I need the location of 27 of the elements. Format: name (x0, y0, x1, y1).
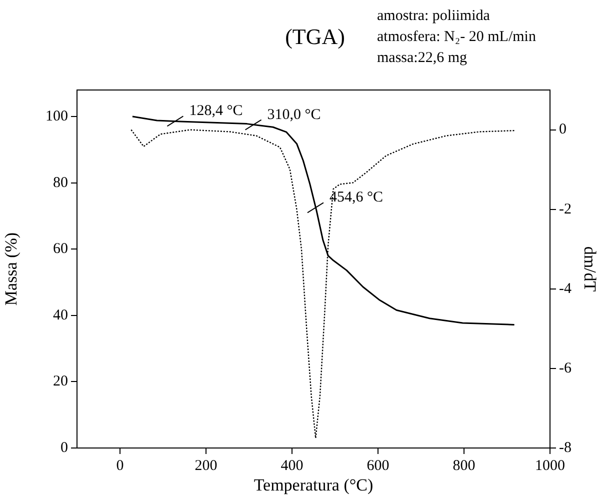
y2-tick-label: -8 (559, 440, 572, 456)
annotation: 454,6 °C (329, 190, 383, 206)
x-tick-label: 1000 (535, 458, 565, 474)
y-tick-label: 80 (53, 174, 68, 191)
x-tick-label: 200 (194, 458, 218, 474)
y-axis-title: Massa (%) (2, 232, 21, 306)
y-tick-label: 100 (46, 108, 68, 124)
x-tick-label: 800 (452, 458, 476, 474)
y-tick-label: 40 (53, 307, 68, 324)
text: massa:22,6 mg (377, 50, 468, 66)
text: atmosfera: N₂- 20 mL/min (377, 29, 536, 45)
annotation: 310,0 °C (267, 106, 321, 123)
x-tick-label: 400 (280, 458, 304, 474)
x-tick-label: 0 (116, 458, 124, 474)
y2-tick-label: -4 (559, 280, 572, 297)
y-tick-label: 0 (60, 440, 68, 456)
y-tick-label: 60 (53, 241, 68, 258)
x-axis-title: Temperatura (°C) (254, 475, 374, 494)
y2-tick-label: -2 (559, 201, 572, 218)
y-tick-label: 20 (53, 374, 68, 390)
chart-title: (TGA) (285, 24, 345, 49)
x-tick-label: 600 (366, 458, 390, 474)
annotation: 128,4 °C (189, 103, 243, 120)
y2-tick-label: -6 (559, 360, 572, 376)
y2-tick-label: 0 (559, 122, 566, 138)
y2-axis-title: dm/dT (580, 246, 600, 292)
text: amostra: poliimida (377, 8, 490, 24)
